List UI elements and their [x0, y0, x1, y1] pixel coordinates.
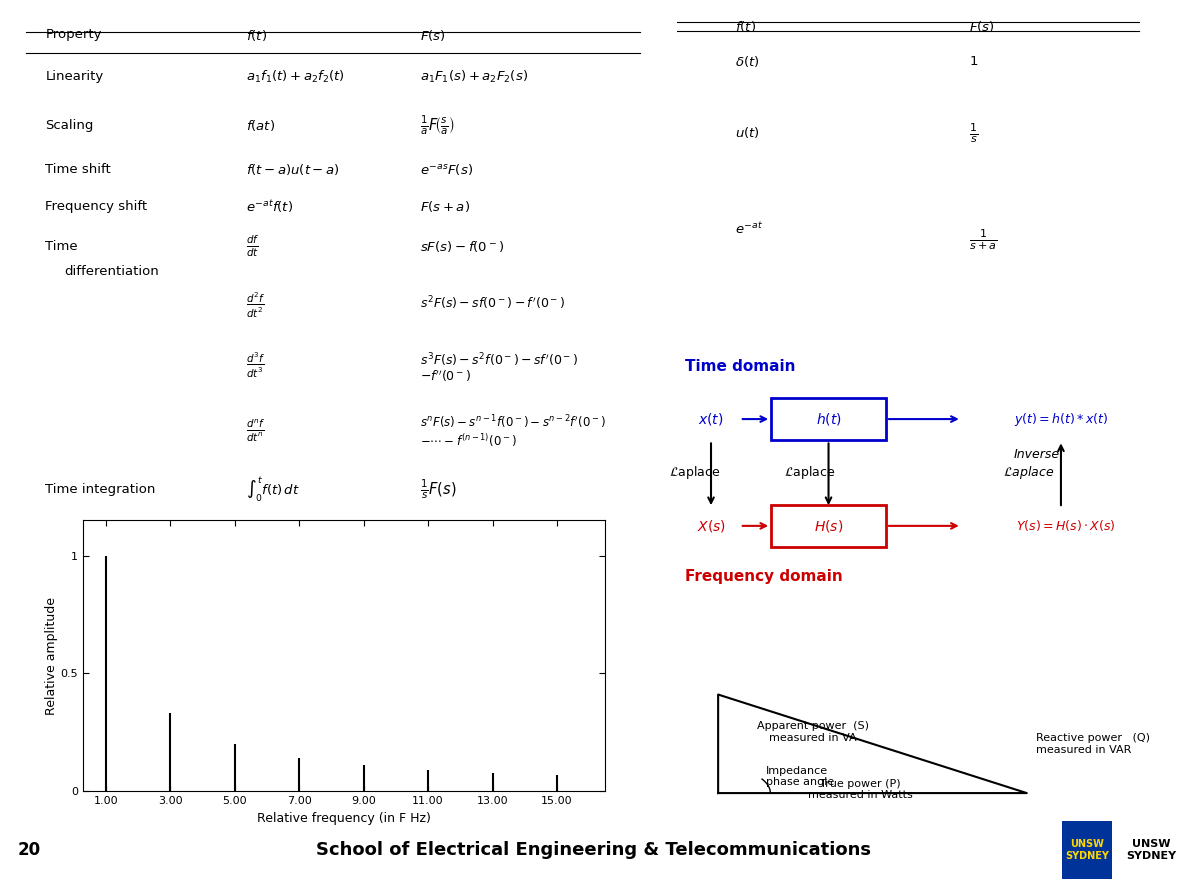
Text: Time: Time: [45, 241, 78, 253]
FancyBboxPatch shape: [772, 397, 886, 440]
Y-axis label: Relative amplitude: Relative amplitude: [45, 597, 58, 715]
Text: differentiation: differentiation: [64, 265, 159, 277]
Text: $f(at)$: $f(at)$: [246, 118, 275, 133]
Text: $a_1 F_1(s) + a_2 F_2(s)$: $a_1 F_1(s) + a_2 F_2(s)$: [420, 69, 528, 85]
FancyBboxPatch shape: [772, 504, 886, 547]
Text: Apparent power  (S)
measured in VA: Apparent power (S) measured in VA: [757, 722, 869, 743]
Text: 20: 20: [18, 841, 40, 859]
Text: Time integration: Time integration: [45, 483, 155, 496]
Text: UNSW
SYDNEY: UNSW SYDNEY: [1066, 839, 1109, 861]
X-axis label: Relative frequency (in F Hz): Relative frequency (in F Hz): [258, 812, 431, 825]
Text: $\frac{d^2 f}{dt^2}$: $\frac{d^2 f}{dt^2}$: [246, 291, 265, 321]
Text: $\mathcal{L}$aplace: $\mathcal{L}$aplace: [669, 464, 721, 481]
Text: $h(t)$: $h(t)$: [815, 411, 842, 427]
Text: $a_1 f_1(t) + a_2 f_2(t)$: $a_1 f_1(t) + a_2 f_2(t)$: [246, 69, 344, 85]
Text: Inverse: Inverse: [1014, 448, 1060, 462]
Text: True power (P)
measured in Watts: True power (P) measured in Watts: [808, 779, 913, 800]
Text: School of Electrical Engineering & Telecommunications: School of Electrical Engineering & Telec…: [316, 841, 871, 859]
Text: $s F(s) - f(0^-)$: $s F(s) - f(0^-)$: [420, 240, 504, 254]
Text: $e^{-as} F(s)$: $e^{-as} F(s)$: [420, 162, 474, 177]
Text: $\frac{1}{s+a}$: $\frac{1}{s+a}$: [969, 227, 997, 251]
Text: $x(t)$: $x(t)$: [698, 411, 724, 427]
Text: $\frac{d^n f}{dt^n}$: $\frac{d^n f}{dt^n}$: [246, 417, 265, 444]
Text: $H(s)$: $H(s)$: [814, 518, 843, 534]
Text: $\int_0^t f(t)\,dt$: $\int_0^t f(t)\,dt$: [246, 475, 299, 503]
Text: $\frac{1}{a} F\!\left(\frac{s}{a}\right)$: $\frac{1}{a} F\!\left(\frac{s}{a}\right)…: [420, 114, 456, 137]
Text: $\delta(t)$: $\delta(t)$: [735, 54, 760, 69]
Text: $f(t)$: $f(t)$: [735, 19, 756, 34]
Text: $e^{-at}$: $e^{-at}$: [735, 221, 763, 237]
Text: $1$: $1$: [969, 55, 978, 68]
Text: Frequency shift: Frequency shift: [45, 200, 147, 213]
Text: $\mathcal{L}$aplace: $\mathcal{L}$aplace: [785, 464, 836, 481]
Text: $\frac{1}{s} F(s)$: $\frac{1}{s} F(s)$: [420, 478, 457, 501]
Text: $s^2 F(s) - sf(0^-) - f'(0^-)$: $s^2 F(s) - sf(0^-) - f'(0^-)$: [420, 295, 565, 312]
Text: Frequency domain: Frequency domain: [685, 568, 843, 584]
Text: $X(s)$: $X(s)$: [697, 518, 725, 534]
Text: $\frac{1}{s}$: $\frac{1}{s}$: [969, 121, 978, 144]
Text: UNSW
SYDNEY: UNSW SYDNEY: [1126, 839, 1176, 861]
Text: Impedance
phase angle: Impedance phase angle: [766, 766, 833, 788]
Text: $y(t) = h(t)*x(t)$: $y(t) = h(t)*x(t)$: [1014, 411, 1109, 428]
Text: $- \cdots - f^{(n-1)}(0^-)$: $- \cdots - f^{(n-1)}(0^-)$: [420, 431, 518, 448]
Text: Time domain: Time domain: [685, 358, 795, 373]
Text: Linearity: Linearity: [45, 70, 103, 84]
Text: $F(s+a)$: $F(s+a)$: [420, 199, 470, 214]
Text: $F(s)$: $F(s)$: [420, 29, 446, 44]
Text: Scaling: Scaling: [45, 119, 94, 132]
FancyBboxPatch shape: [1062, 821, 1112, 879]
Text: $e^{-at} f(t)$: $e^{-at} f(t)$: [246, 198, 293, 215]
Text: $f(t)$: $f(t)$: [246, 29, 267, 44]
Text: Property: Property: [45, 29, 102, 41]
Text: Time shift: Time shift: [45, 163, 112, 176]
Text: $s^n F(s) - s^{n-1} f(0^-) - s^{n-2} f'(0^-)$: $s^n F(s) - s^{n-1} f(0^-) - s^{n-2} f'(…: [420, 413, 607, 431]
Text: $\frac{df}{dt}$: $\frac{df}{dt}$: [246, 234, 259, 259]
Text: $u(t)$: $u(t)$: [735, 125, 760, 140]
Text: $\frac{d^3 f}{dt^3}$: $\frac{d^3 f}{dt^3}$: [246, 351, 265, 380]
Text: Reactive power   (Q)
measured in VAR: Reactive power (Q) measured in VAR: [1036, 733, 1150, 755]
Text: $s^3 F(s) - s^2 f(0^-) - sf'(0^-)$: $s^3 F(s) - s^2 f(0^-) - sf'(0^-)$: [420, 351, 578, 369]
Text: $F(s)$: $F(s)$: [969, 19, 995, 34]
Text: $f(t-a)u(t-a)$: $f(t-a)u(t-a)$: [246, 162, 339, 177]
Text: $- f''(0^-)$: $- f''(0^-)$: [420, 369, 471, 384]
Text: $Y(s) = H(s) \cdot X(s)$: $Y(s) = H(s) \cdot X(s)$: [1016, 519, 1116, 534]
Text: $\mathcal{L}$aplace: $\mathcal{L}$aplace: [1003, 464, 1055, 481]
